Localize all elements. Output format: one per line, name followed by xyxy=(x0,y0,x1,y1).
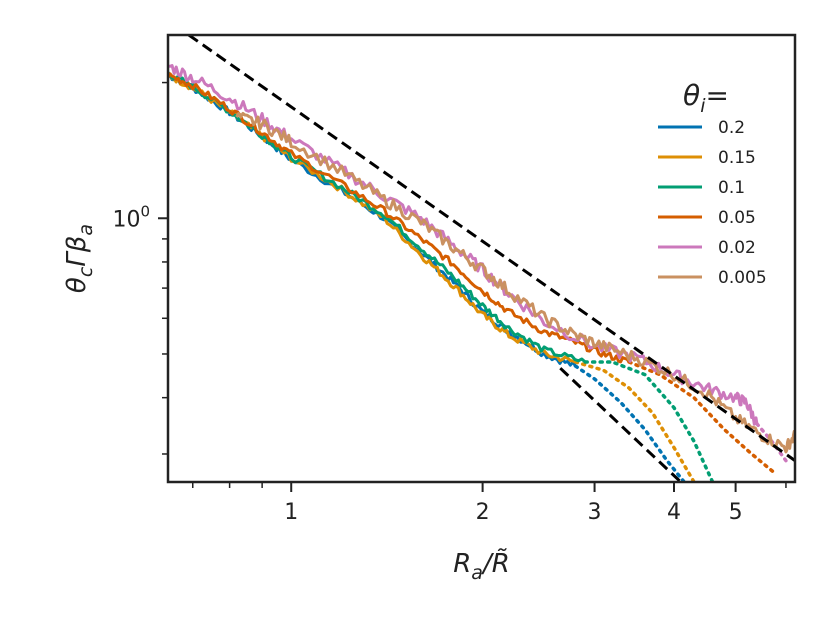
reference-line-1 xyxy=(187,35,795,462)
series-0-005-line xyxy=(235,111,795,454)
series-0-15-extrapolation xyxy=(573,360,696,482)
y-axis-ticks: 100 xyxy=(112,81,168,455)
legend-label: 0.15 xyxy=(718,148,756,168)
x-tick-label: 3 xyxy=(588,500,602,525)
legend-label: 0.2 xyxy=(718,118,745,138)
y-axis-label: θc​Γβa​ xyxy=(62,224,97,293)
series-0-1-extrapolation xyxy=(583,360,715,482)
series-0-2-line xyxy=(168,73,577,367)
reference-lines xyxy=(187,35,795,482)
legend-item: 0.005 xyxy=(658,268,767,288)
legend-label: 0.005 xyxy=(718,268,767,288)
x-tick-label: 1 xyxy=(284,500,298,525)
legend-item: 0.15 xyxy=(658,148,756,168)
legend-item: 0.05 xyxy=(658,208,756,228)
legend-label: 0.1 xyxy=(718,178,745,198)
x-axis-label: Ra​/R̃ xyxy=(453,547,510,584)
x-tick-label: 5 xyxy=(729,500,743,525)
legend-item: 0.02 xyxy=(658,238,756,258)
legend-item: 0.1 xyxy=(658,178,745,198)
legend-label: 0.05 xyxy=(718,208,756,228)
legend-title: θi​= xyxy=(683,79,729,117)
x-tick-label: 2 xyxy=(476,500,490,525)
plot-frame xyxy=(166,33,797,484)
series-0-05-extrapolation xyxy=(627,360,779,477)
series-0-2-extrapolation xyxy=(573,364,686,482)
y-tick-label: 100 xyxy=(112,202,150,232)
legend-item: 0.2 xyxy=(658,118,745,138)
x-axis-ticks: 1 2 3 4 5 xyxy=(191,482,787,525)
series-layer xyxy=(168,64,795,482)
x-tick-label: 4 xyxy=(667,500,681,525)
series-0-15-line xyxy=(168,72,576,364)
reference-line-2 xyxy=(559,367,682,482)
legend-label: 0.02 xyxy=(718,238,756,258)
legend: θi​=0.2 0.15 0.1 0.05 0.02 0.005 xyxy=(658,79,767,288)
